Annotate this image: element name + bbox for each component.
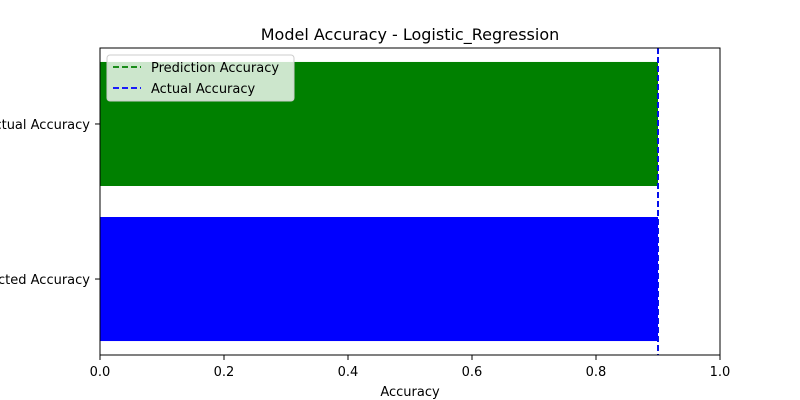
bar-predicted-accuracy bbox=[100, 217, 658, 342]
x-tick-label: 0.4 bbox=[338, 365, 359, 380]
x-tick-label: 1.0 bbox=[710, 365, 731, 380]
x-axis-label: Accuracy bbox=[380, 385, 440, 400]
legend-label: Actual Accuracy bbox=[151, 82, 256, 97]
legend-box bbox=[106, 54, 295, 102]
x-tick-label: 0.8 bbox=[586, 365, 607, 380]
x-tick-label: 0.2 bbox=[214, 365, 235, 380]
y-axis-ticks: Predicted Accuracy Actual Accuracy bbox=[0, 118, 100, 288]
legend-entries: Prediction Accuracy Actual Accuracy bbox=[113, 61, 279, 97]
plot-frame bbox=[99, 47, 721, 356]
y-tick-label: Predicted Accuracy bbox=[0, 273, 90, 288]
y-tick-label: Actual Accuracy bbox=[0, 118, 90, 133]
x-axis-ticks: 0.0 0.2 0.4 0.6 0.8 1.0 bbox=[90, 355, 731, 380]
chart-title: Model Accuracy - Logistic_Regression bbox=[261, 25, 560, 45]
bars-group bbox=[100, 61, 658, 342]
legend-label: Prediction Accuracy bbox=[151, 61, 279, 76]
x-tick-label: 0.0 bbox=[90, 365, 111, 380]
x-tick-label: 0.6 bbox=[462, 365, 483, 380]
legend: Prediction Accuracy Actual Accuracy bbox=[106, 54, 295, 102]
